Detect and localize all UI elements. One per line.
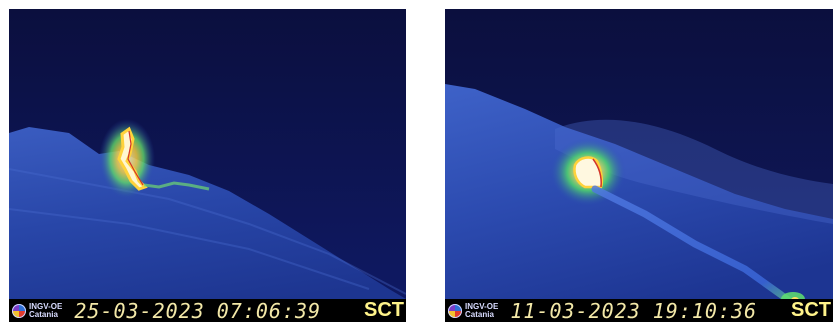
logo-line2: Catania (465, 309, 494, 319)
logo-line1: INGV-OE (465, 301, 499, 311)
date-stamp: 25-03-2023 (74, 298, 205, 322)
ingv-logo-text: INGV-OE Catania (465, 301, 499, 319)
ingv-logo-icon (12, 303, 26, 318)
thermal-frame-left: INGV-OE Catania 25-03-2023 07:06:39 SCT (9, 9, 406, 322)
lava-spread (143, 181, 210, 191)
vent-edge (592, 158, 602, 188)
station-label: SCT (791, 299, 831, 321)
vent-core (573, 156, 604, 189)
logo-line1: INGV-OE (29, 301, 63, 311)
info-bar: INGV-OE Catania 25-03-2023 07:06:39 SCT (9, 299, 406, 322)
logo-line2: Catania (29, 309, 58, 319)
time-stamp: 07:06:39 (216, 298, 322, 322)
thermal-frame-right: INGV-OE Catania 11-03-2023 19:10:36 SCT (445, 9, 833, 322)
date-stamp: 11-03-2023 (510, 298, 641, 322)
ingv-logo-text: INGV-OE Catania (29, 301, 63, 319)
thermal-scene-right (445, 9, 833, 322)
plume (555, 119, 833, 224)
station-label: SCT (364, 299, 404, 321)
info-bar: INGV-OE Catania 11-03-2023 19:10:36 SCT (445, 299, 833, 322)
ingv-logo-icon (448, 303, 462, 318)
slope-texture (9, 168, 406, 295)
time-stamp: 19:10:36 (652, 298, 758, 322)
thermal-scene-left (9, 9, 406, 322)
lava-flow-edge (127, 130, 144, 186)
